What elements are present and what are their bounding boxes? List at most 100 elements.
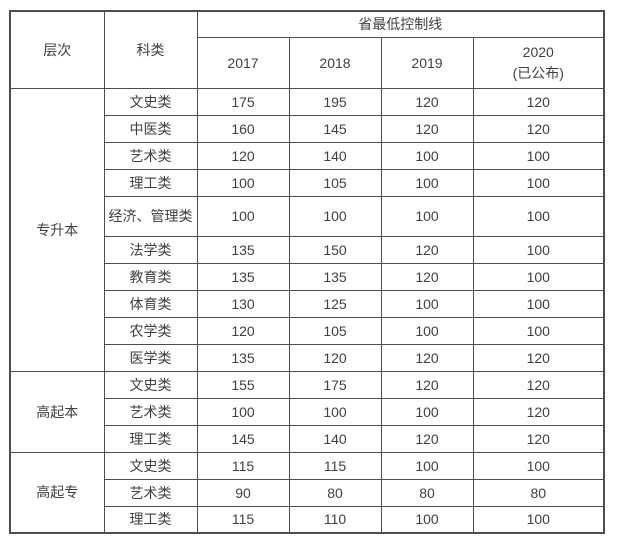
category-cell: 理工类 (103, 505, 198, 534)
header-row-group: 层次 科类 省最低控制线 (9, 10, 605, 89)
score-cell: 155 (196, 370, 290, 399)
score-cell: 120 (472, 370, 605, 399)
score-cell: 120 (472, 114, 605, 143)
table-row: 医学类 135 120 120 120 (10, 343, 605, 372)
score-cell: 120 (380, 87, 474, 116)
table-row: 理工类 115 110 100 100 (10, 505, 605, 534)
header-cell-year-2017: 2017 (196, 36, 290, 89)
score-cell: 105 (288, 168, 382, 197)
header-cell-year-2019: 2019 (380, 36, 474, 89)
score-cell: 135 (196, 262, 290, 291)
category-cell: 理工类 (103, 168, 198, 197)
score-cell: 120 (472, 87, 605, 116)
level-cell: 高起本 (9, 370, 105, 453)
category-cell: 文史类 (103, 87, 198, 116)
score-cell: 150 (288, 235, 382, 264)
score-cell: 100 (472, 262, 605, 291)
category-cell: 经济、管理类 (103, 195, 198, 237)
score-cell: 120 (380, 343, 474, 372)
score-cell: 175 (288, 370, 382, 399)
score-cell: 120 (472, 397, 605, 426)
score-cell: 135 (196, 343, 290, 372)
score-cell: 125 (288, 289, 382, 318)
score-cell: 100 (472, 505, 605, 534)
category-cell: 体育类 (103, 289, 198, 318)
score-cell: 105 (288, 316, 382, 345)
score-cell: 120 (380, 114, 474, 143)
score-cell: 100 (472, 195, 605, 237)
score-cell: 120 (288, 343, 382, 372)
table-row: 教育类 135 135 120 100 (10, 262, 605, 291)
score-cell: 100 (472, 316, 605, 345)
score-cell: 100 (472, 168, 605, 197)
table-row: 体育类 130 125 100 100 (10, 289, 605, 318)
score-cell: 100 (380, 195, 474, 237)
score-cell: 100 (288, 195, 382, 237)
score-cell: 100 (196, 397, 290, 426)
category-cell: 法学类 (103, 235, 198, 264)
score-cell: 120 (380, 235, 474, 264)
score-cell: 115 (196, 505, 290, 534)
score-cell: 120 (380, 424, 474, 453)
year-2020-note: (已公布) (512, 64, 564, 81)
table-row: 高起本 文史类 155 175 120 120 (9, 370, 605, 453)
year-2020-label: 2020 (522, 44, 554, 61)
category-cell: 文史类 (103, 370, 198, 399)
level-cell: 专升本 (9, 87, 105, 372)
score-cell: 130 (196, 289, 290, 318)
category-cell: 艺术类 (103, 141, 198, 170)
header-cell-year-2018: 2018 (288, 36, 382, 89)
score-cell: 80 (288, 478, 382, 507)
score-cell: 100 (380, 505, 474, 534)
category-cell: 农学类 (103, 316, 198, 345)
score-cell: 135 (196, 235, 290, 264)
score-cell: 100 (472, 451, 605, 480)
table-row: 法学类 135 150 120 100 (10, 235, 605, 264)
score-cell: 100 (380, 168, 474, 197)
score-cell: 120 (196, 316, 290, 345)
score-cell: 175 (196, 87, 290, 116)
table-row: 艺术类 120 140 100 100 (10, 141, 605, 170)
score-cell: 100 (380, 316, 474, 345)
score-cell: 100 (472, 289, 605, 318)
score-cell: 160 (196, 114, 290, 143)
score-cell: 135 (288, 262, 382, 291)
score-cell: 100 (380, 141, 474, 170)
category-cell: 理工类 (103, 424, 198, 453)
score-cell: 100 (196, 195, 290, 237)
header-cell-level: 层次 (9, 10, 105, 89)
level-cell: 高起专 (9, 451, 105, 534)
score-cell: 100 (380, 289, 474, 318)
score-cell: 145 (196, 424, 290, 453)
score-cell: 100 (380, 397, 474, 426)
score-cell: 115 (288, 451, 382, 480)
score-cell: 80 (472, 478, 605, 507)
category-cell: 艺术类 (103, 478, 198, 507)
header-cell-group-title: 省最低控制线 (196, 10, 605, 38)
score-cell: 100 (472, 235, 605, 264)
score-cell: 110 (288, 505, 382, 534)
score-cell: 120 (380, 262, 474, 291)
score-cell: 140 (288, 424, 382, 453)
score-cell: 120 (196, 141, 290, 170)
table-row: 理工类 100 105 100 100 (10, 168, 605, 197)
score-cell: 100 (472, 141, 605, 170)
score-cell: 120 (380, 370, 474, 399)
table-row: 高起专 文史类 115 115 100 100 (9, 451, 605, 534)
score-cell: 100 (380, 451, 474, 480)
score-cell: 100 (196, 168, 290, 197)
table-row: 经济、管理类 100 100 100 100 (10, 195, 605, 237)
category-cell: 艺术类 (103, 397, 198, 426)
score-cell: 120 (472, 424, 605, 453)
header-cell-category: 科类 (103, 10, 198, 89)
score-cell: 195 (288, 87, 382, 116)
score-cell: 100 (288, 397, 382, 426)
score-cell: 145 (288, 114, 382, 143)
header-cell-year-2020: 2020 (已公布) (472, 36, 605, 89)
score-cell: 120 (472, 343, 605, 372)
category-cell: 医学类 (103, 343, 198, 372)
score-cell: 90 (196, 478, 290, 507)
admission-cutoff-table: 层次 科类 省最低控制线 2017 2018 2019 2020 (已公布) 专… (9, 10, 605, 534)
score-cell: 80 (380, 478, 474, 507)
score-cell: 115 (196, 451, 290, 480)
